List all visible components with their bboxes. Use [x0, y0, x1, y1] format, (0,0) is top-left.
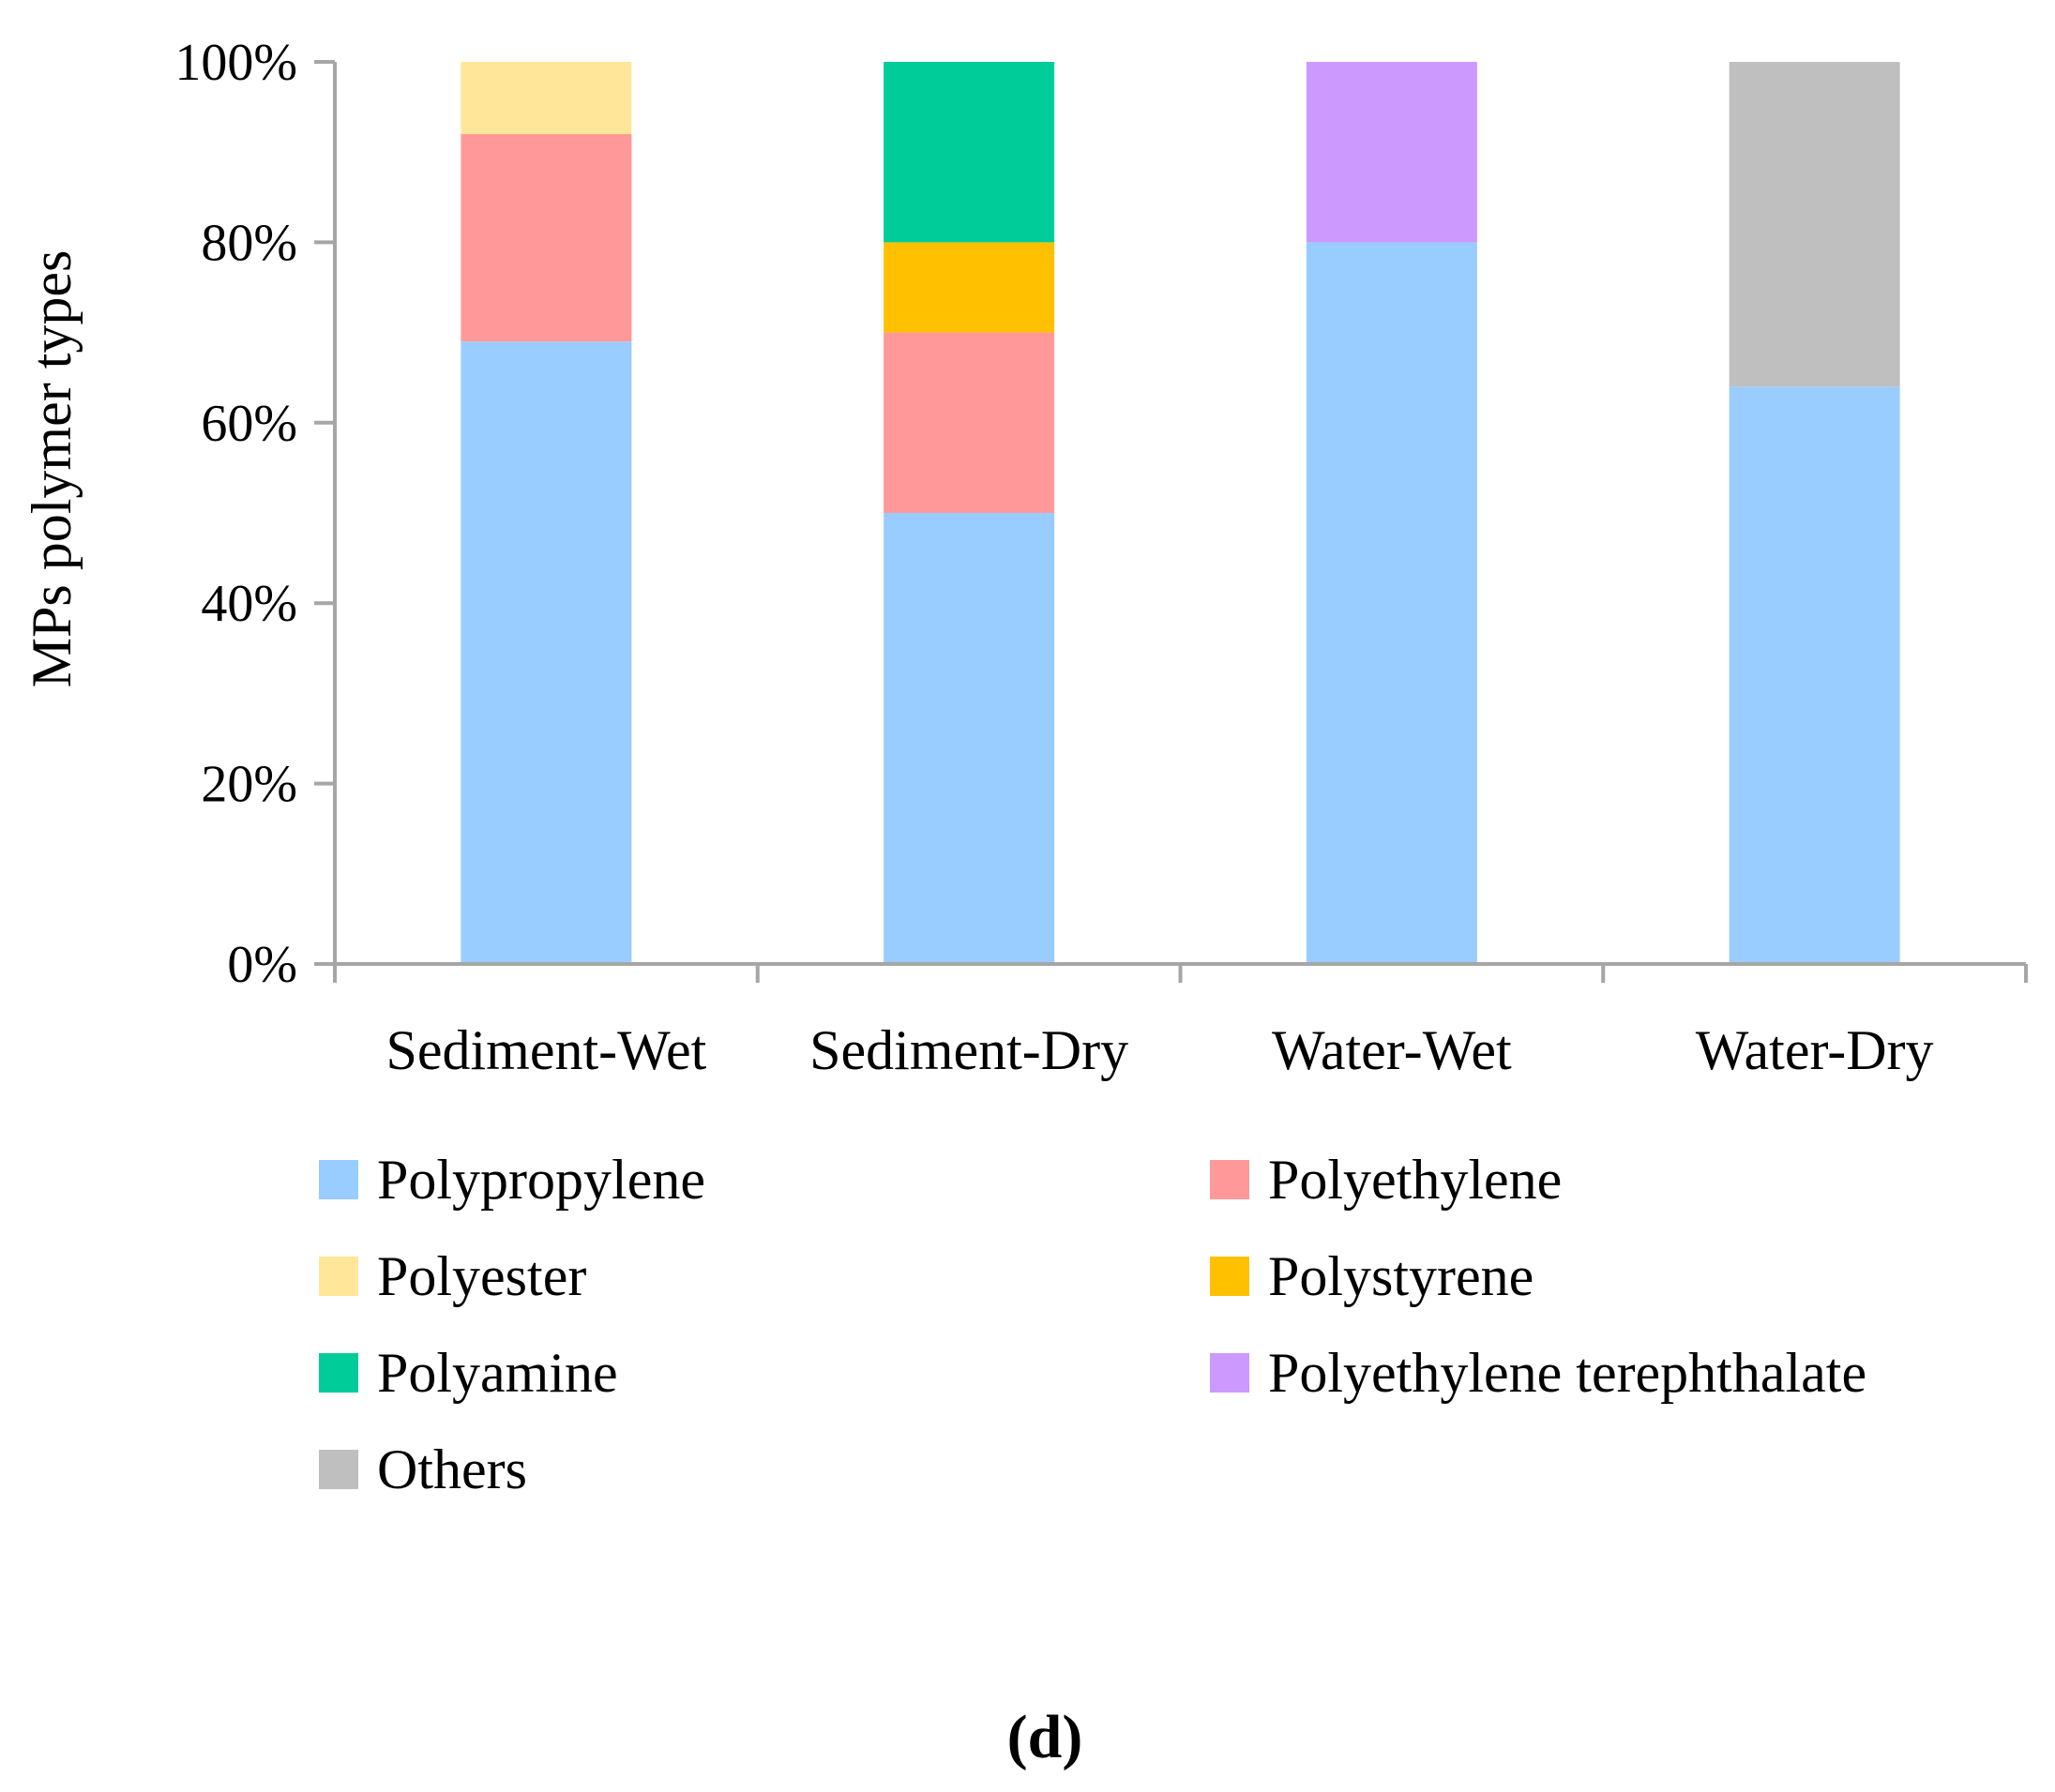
legend-swatch [319, 1160, 358, 1199]
x-category-label: Water-Wet [1272, 1019, 1512, 1081]
y-tick-label: 40% [201, 575, 297, 633]
y-tick-label: 60% [201, 395, 297, 453]
bar-segment-sediment-dry-polyethylene [884, 332, 1055, 513]
legend-swatch [1210, 1353, 1249, 1393]
legend-item-polystyrene: Polystyrene [1210, 1245, 1534, 1307]
legend-label: Polyester [377, 1245, 586, 1307]
bar-segment-sediment-dry-polypropylene [884, 513, 1055, 964]
axes-layer [314, 60, 2028, 983]
bar-segment-water-dry-others [1729, 62, 1900, 387]
legend-item-polyester: Polyester [319, 1245, 586, 1307]
bar-segment-water-wet-polyethylene-terephthalate [1306, 62, 1477, 243]
bar-segment-water-dry-polypropylene [1729, 386, 1900, 964]
legend-item-polyethylene-terephthalate: Polyethylene terephthalate [1210, 1342, 1866, 1404]
x-category-label: Sediment-Wet [386, 1019, 707, 1081]
y-tick-label: 0% [227, 936, 297, 994]
bar-segment-sediment-wet-polyethylene [461, 133, 632, 342]
legend-swatch [1210, 1257, 1249, 1296]
y-tick-label: 80% [201, 214, 297, 272]
y-tick-label: 20% [201, 756, 297, 814]
bar-segment-sediment-wet-polypropylene [461, 341, 632, 965]
legend-item-polypropylene: Polypropylene [319, 1149, 705, 1211]
x-category-label: Sediment-Dry [809, 1019, 1128, 1081]
y-axis-title: MPs polymer types [21, 250, 83, 688]
panel-label: (d) [1007, 1703, 1083, 1771]
bar-segment-sediment-dry-polystyrene [884, 242, 1055, 333]
legend-item-polyamine: Polyamine [319, 1342, 618, 1404]
legend-swatch [319, 1257, 358, 1296]
legend-label: Others [377, 1438, 527, 1500]
bar-segment-sediment-wet-polyester [461, 62, 632, 134]
y-tick-labels: 0% 20% 40% 60% 80% 100% [174, 34, 297, 994]
legend-label: Polyamine [377, 1342, 618, 1404]
legend-swatch [319, 1353, 358, 1393]
bars-layer [461, 62, 1900, 965]
legend: Polypropylene Polyethylene Polyester Polyst… [319, 1149, 1866, 1500]
x-category-labels: Sediment-Wet Sediment-Dry Water-Wet Water-D… [386, 1019, 1934, 1081]
bar-segment-sediment-dry-polyamine [884, 62, 1055, 243]
legend-label: Polyethylene terephthalate [1268, 1342, 1866, 1404]
legend-item-others: Others [319, 1438, 527, 1500]
legend-label: Polyethylene [1268, 1149, 1562, 1211]
legend-label: Polystyrene [1268, 1245, 1534, 1307]
x-category-label: Water-Dry [1696, 1019, 1934, 1081]
bar-segment-water-wet-polypropylene [1306, 242, 1477, 964]
legend-label: Polypropylene [377, 1149, 705, 1211]
legend-swatch [319, 1450, 358, 1489]
legend-swatch [1210, 1160, 1249, 1199]
legend-item-polyethylene: Polyethylene [1210, 1149, 1562, 1211]
y-tick-label: 100% [174, 34, 297, 92]
